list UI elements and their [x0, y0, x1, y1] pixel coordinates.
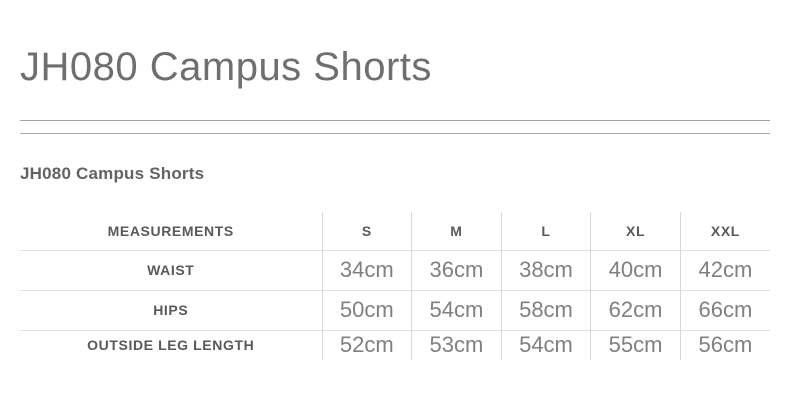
cell-value: 42cm	[679, 250, 770, 290]
cell-value: 56cm	[679, 330, 770, 360]
divider-line-top	[20, 120, 770, 121]
cell-value: 38cm	[500, 250, 591, 290]
header-row: MEASUREMENTS S M L XL XXL	[20, 212, 770, 250]
column-header-s: S	[321, 212, 412, 250]
cell-value: 58cm	[500, 290, 591, 330]
cell-value: 34cm	[321, 250, 412, 290]
column-header-xxl: XXL	[679, 212, 770, 250]
section-heading: JH080 Campus Shorts	[20, 164, 205, 184]
size-chart-table: MEASUREMENTS S M L XL XXL WAIST 34cm 36c…	[20, 212, 770, 360]
column-header-xl: XL	[590, 212, 681, 250]
cell-value: 54cm	[500, 330, 591, 360]
cell-value: 36cm	[411, 250, 502, 290]
column-header-measurements: MEASUREMENTS	[107, 222, 234, 239]
row-label-hips: HIPS	[153, 302, 189, 318]
divider-line-bottom	[20, 133, 770, 134]
cell-value: 54cm	[411, 290, 502, 330]
cell-value: 62cm	[590, 290, 681, 330]
page-title: JH080 Campus Shorts	[20, 44, 432, 89]
row-label-waist: WAIST	[147, 262, 195, 278]
column-header-m: M	[411, 212, 502, 250]
table-row-hips: HIPS 50cm 54cm 58cm 62cm 66cm	[20, 290, 770, 330]
cell-value: 55cm	[590, 330, 681, 360]
cell-value: 40cm	[590, 250, 681, 290]
cell-value: 66cm	[679, 290, 770, 330]
table-row-waist: WAIST 34cm 36cm 38cm 40cm 42cm	[20, 250, 770, 290]
column-header-l: L	[500, 212, 591, 250]
table-row-outside-leg-length: OUTSIDE LEG LENGTH 52cm 53cm 54cm 55cm 5…	[20, 330, 770, 360]
row-label-outside-leg-length: OUTSIDE LEG LENGTH	[87, 337, 255, 354]
cell-value: 52cm	[321, 330, 412, 360]
cell-value: 53cm	[411, 330, 502, 360]
cell-value: 50cm	[321, 290, 412, 330]
